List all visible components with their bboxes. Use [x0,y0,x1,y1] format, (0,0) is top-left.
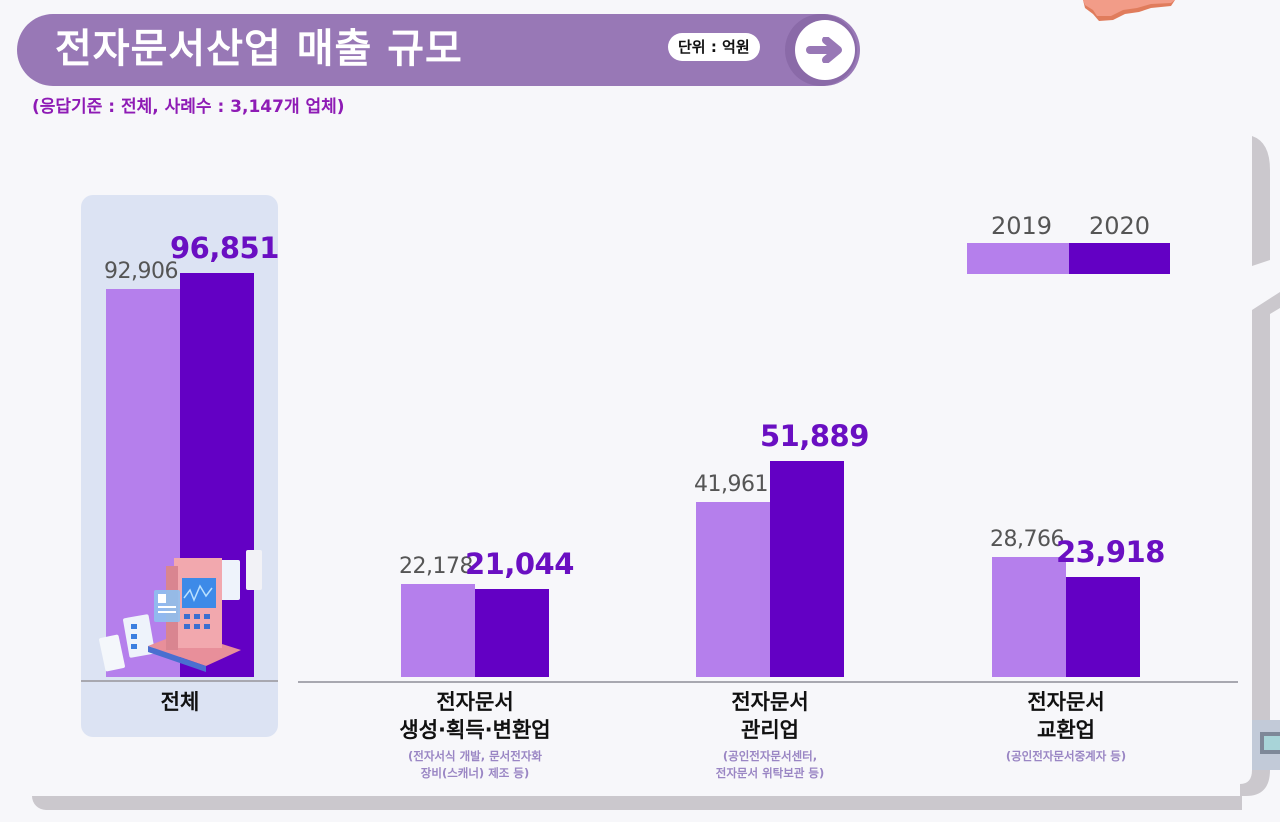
bar-2019-3 [992,557,1066,677]
decorative-frame-bottom [32,796,1242,810]
category-label-3: 전자문서 교환업 [1027,690,1105,742]
legend-label-2020: 2020 [1089,212,1151,240]
bar-2020-3 [1066,577,1140,677]
bar-2019-2 [696,502,770,677]
bar-2019-1 [401,584,475,677]
category-sublabel-2: (공인전자문서센터, 전자문서 위탁보관 등) [715,749,825,780]
legend-swatch-2020 [1069,243,1170,274]
value-label-2020-0: 96,851 [170,231,279,265]
bar-2020-2 [770,461,844,677]
next-arrow-button[interactable] [795,20,855,80]
sample-subtitle: (응답기준 : 전체, 사례수 : 3,147개 업체) [32,97,345,117]
category-label-0: 전체 [160,690,200,714]
value-label-2019-0: 92,906 [104,259,178,284]
value-label-2019-2: 41,961 [694,472,768,497]
category-sublabel-1: (전자서식 개발, 문서전자화 장비(스캐너) 제조 등) [407,749,542,780]
unit-badge: 단위 : 억원 [668,33,760,61]
value-label-2019-1: 22,178 [399,554,473,579]
document-server-illustration-icon [99,550,262,672]
category-label-1: 전자문서 생성·획득·변환업 [399,690,551,742]
legend-label-2019: 2019 [991,212,1053,240]
value-label-2019-3: 28,766 [990,527,1064,552]
decorative-frame-right [1240,136,1280,796]
category-label-2: 전자문서 관리업 [731,690,809,742]
value-label-2020-2: 51,889 [760,419,869,453]
decorative-blob-icon [1083,0,1175,21]
arrow-right-icon [806,37,842,63]
axis-line-total [81,680,278,682]
value-label-2020-3: 23,918 [1056,535,1165,569]
bar-2020-1 [475,589,549,677]
axis-line-main [298,681,1238,683]
page-title: 전자문서산업 매출 규모 [55,26,463,72]
legend-swatch-2019 [967,243,1069,274]
value-label-2020-1: 21,044 [465,547,574,581]
category-sublabel-3: (공인전자문서중계자 등) [1005,749,1127,763]
